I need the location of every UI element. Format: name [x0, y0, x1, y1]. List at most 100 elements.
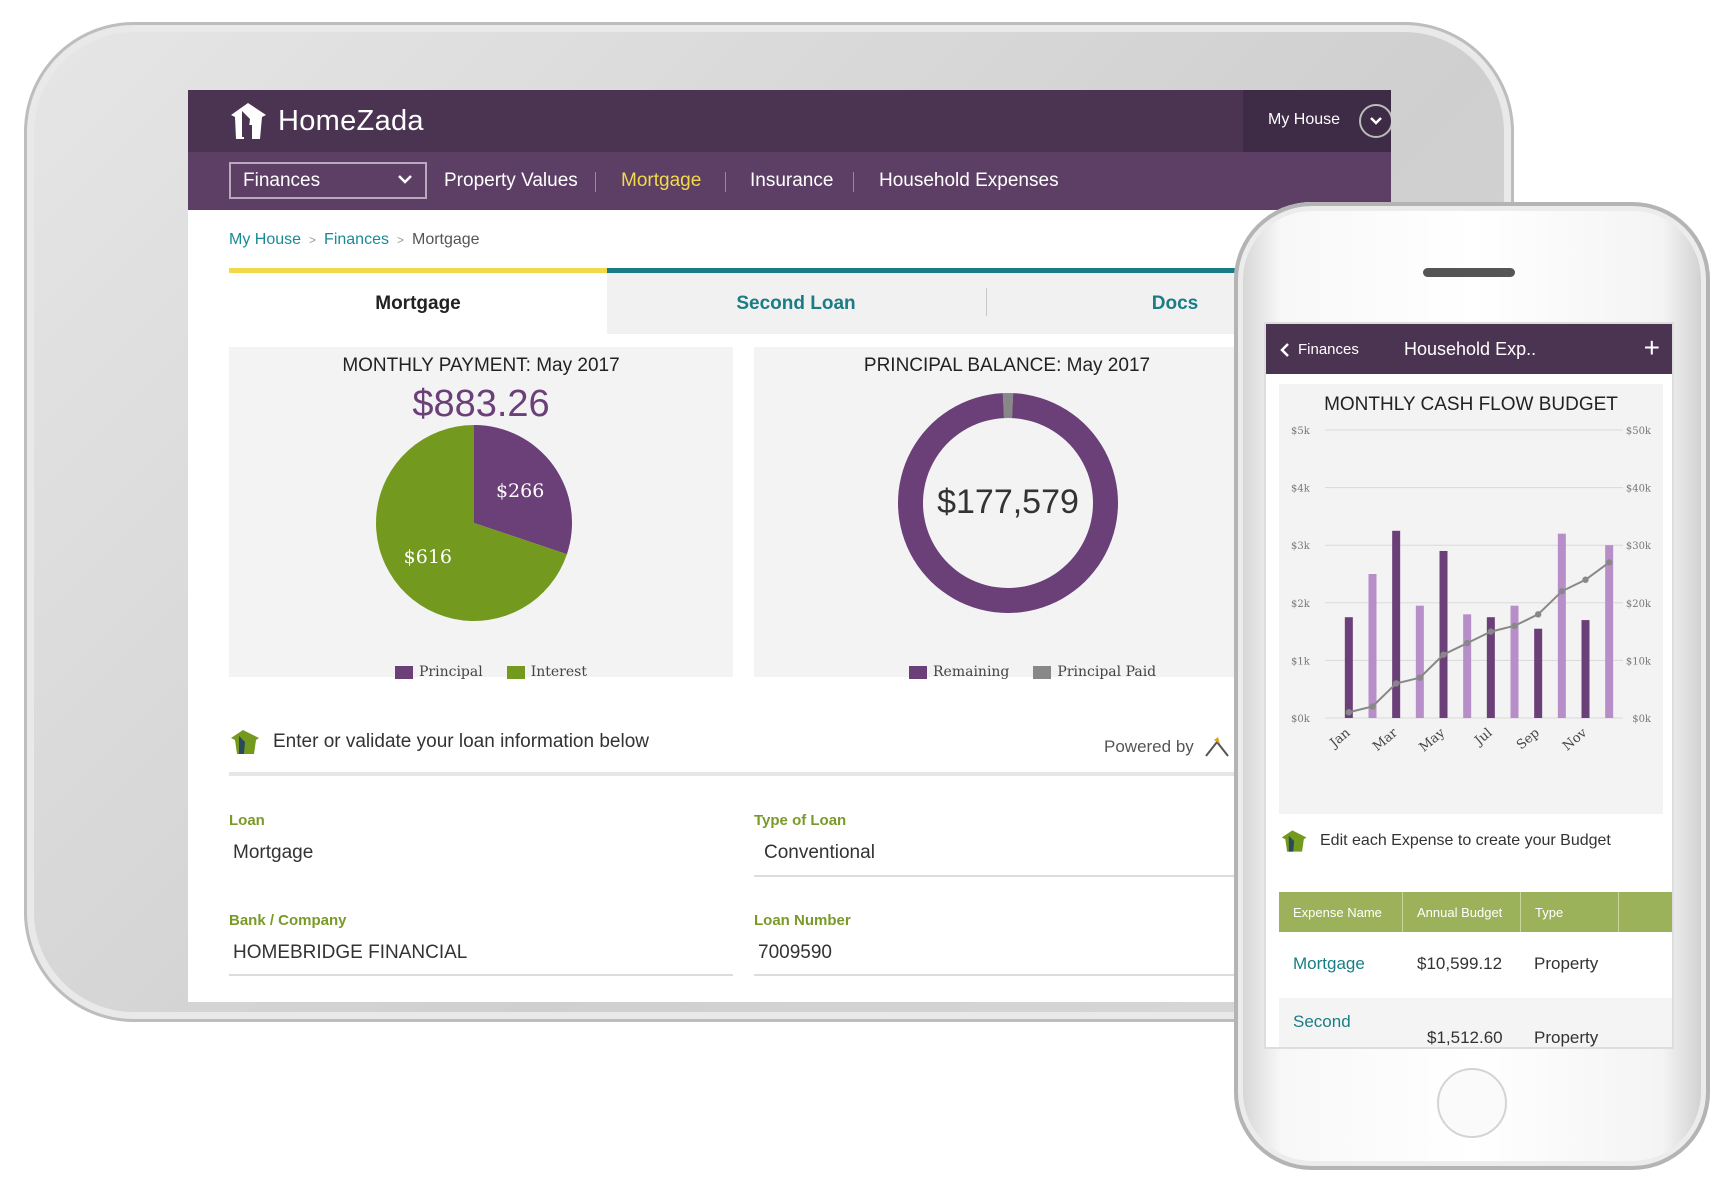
bank-company-label: Bank / Company	[229, 912, 347, 929]
breadcrumb-home[interactable]: My House	[229, 231, 302, 248]
bar-sep[interactable]	[1534, 628, 1543, 718]
legend-swatch-interest	[506, 665, 525, 679]
breadcrumb-separator: >	[309, 233, 317, 247]
x-tick-label: Nov	[1560, 725, 1590, 754]
house-switch-label: My House	[1268, 111, 1341, 128]
cash-flow-chart-card: MONTHLY CASH FLOW BUDGET $0k $0k $1k $10k $2…	[1279, 384, 1663, 814]
line-point[interactable]	[1463, 639, 1471, 647]
breadcrumb-finances[interactable]: Finances	[324, 231, 389, 248]
bar-jul[interactable]	[1486, 617, 1495, 718]
type-of-loan-field[interactable]: Conventional	[764, 842, 875, 863]
add-expense-button[interactable]: +	[1643, 332, 1660, 363]
legend-principal: Principal	[419, 664, 483, 680]
breadcrumb: My House > Finances > Mortgage	[229, 231, 480, 249]
bar-mar[interactable]	[1392, 530, 1401, 718]
principal-balance-card: PRINCIPAL BALANCE: May 2017 $177,579 Rem…	[754, 347, 1274, 680]
loan-hint: Enter or validate your loan information …	[229, 728, 649, 756]
col-expense-name[interactable]: Expense Name	[1279, 892, 1403, 932]
y-left-tick: $3k	[1291, 541, 1311, 552]
back-button[interactable]: Finances	[1280, 341, 1359, 358]
monthly-legend: Principal Interest	[395, 664, 587, 680]
y-left-tick: $2k	[1291, 599, 1311, 610]
nav-divider	[595, 172, 596, 192]
bar-feb[interactable]	[1368, 574, 1377, 718]
nav-household-expenses[interactable]: Household Expenses	[879, 170, 1059, 191]
nav-insurance[interactable]: Insurance	[750, 170, 834, 191]
col-type[interactable]: Type	[1521, 892, 1619, 932]
cumulative-line	[1348, 561, 1610, 714]
expense-name-link[interactable]: Second	[1293, 1012, 1351, 1031]
nav-divider	[725, 172, 726, 192]
loan-field[interactable]: Mortgage	[233, 842, 314, 863]
table-row[interactable]: Second $1,512.60 Property	[1279, 998, 1672, 1047]
expense-name-link[interactable]: Mortgage	[1293, 954, 1365, 973]
loan-number-field[interactable]: 7009590	[758, 942, 832, 963]
bar-may[interactable]	[1439, 550, 1448, 718]
x-tick-label: May	[1417, 725, 1449, 755]
legend-principal-paid: Principal Paid	[1057, 664, 1157, 680]
field-underline	[229, 974, 733, 976]
phone-screen: Finances Household Exp.. + MONTHLY CASH …	[1264, 322, 1674, 1049]
line-point[interactable]	[1582, 576, 1589, 583]
section-nav: Finances Property Values Mortgage Insura…	[188, 152, 1391, 210]
donut-segment-principal-paid[interactable]	[1002, 393, 1014, 419]
bar-aug[interactable]	[1510, 605, 1519, 718]
x-tick-label: Jan	[1326, 725, 1354, 752]
brand-name: HomeZada	[278, 104, 424, 137]
section-divider	[229, 772, 1259, 776]
bank-company-field[interactable]: HOMEBRIDGE FINANCIAL	[233, 942, 468, 963]
back-label: Finances	[1298, 341, 1359, 358]
chevron-down-icon	[398, 175, 412, 184]
line-point[interactable]	[1605, 559, 1613, 566]
balance-legend: Remaining Principal Paid	[909, 664, 1156, 680]
monthly-payment-title: MONTHLY PAYMENT: May 2017	[342, 355, 620, 376]
line-point[interactable]	[1487, 628, 1495, 635]
line-point[interactable]	[1392, 680, 1400, 687]
principal-balance-donut: $177,579	[898, 393, 1118, 613]
col-annual-budget[interactable]: Annual Budget	[1403, 892, 1521, 932]
bar-dec[interactable]	[1605, 545, 1614, 718]
legend-interest: Interest	[530, 664, 587, 680]
pie-slice-principal[interactable]	[474, 425, 572, 555]
loan-label: Loan	[229, 812, 265, 829]
monthly-payment-amount: $883.26	[412, 383, 550, 425]
tab-second-loan[interactable]: Second Loan	[607, 268, 985, 334]
breadcrumb-current: Mortgage	[411, 231, 480, 248]
bar-jun[interactable]	[1463, 614, 1472, 718]
line-point[interactable]	[1416, 674, 1424, 681]
col-actions	[1619, 892, 1672, 932]
y-right-tick: $30k	[1626, 541, 1652, 552]
brand-logo[interactable]: HomeZada	[228, 100, 424, 142]
expense-type: Property	[1534, 1028, 1599, 1047]
bar-apr[interactable]	[1415, 605, 1424, 718]
expense-type: Property	[1534, 954, 1599, 973]
house-switcher[interactable]: My House	[1243, 90, 1391, 152]
powered-by-label: Powered by	[1104, 737, 1194, 756]
home-button[interactable]	[1437, 1068, 1507, 1138]
cash-flow-chart: $0k $0k $1k $10k $2k $20k $3k $30k $4k $40k $5k $50…	[1291, 426, 1652, 755]
bar-oct[interactable]	[1557, 533, 1566, 718]
line-point[interactable]	[1534, 611, 1542, 618]
pie-slice-interest[interactable]	[376, 425, 567, 621]
loan-hint-text: Enter or validate your loan information …	[273, 731, 649, 752]
nav-property-values[interactable]: Property Values	[444, 170, 578, 191]
budget-hint: Edit each Expense to create your Budget	[1280, 828, 1611, 854]
tab-mortgage[interactable]: Mortgage	[229, 268, 607, 334]
y-left-tick: $4k	[1291, 484, 1311, 495]
line-point[interactable]	[1558, 588, 1566, 595]
chevron-down-icon[interactable]	[1359, 104, 1391, 138]
line-point[interactable]	[1440, 651, 1447, 658]
pie-slice-label: $616	[404, 546, 452, 568]
section-select[interactable]: Finances	[229, 162, 427, 199]
table-row[interactable]: Mortgage $10,599.12 Property	[1279, 932, 1672, 998]
house-logo-icon	[231, 103, 266, 139]
loan-tabs: Mortgage Second Loan Docs	[229, 268, 1365, 334]
line-point[interactable]	[1511, 622, 1518, 630]
legend-swatch-remaining	[909, 665, 927, 679]
bar-jan[interactable]	[1344, 617, 1353, 718]
y-left-tick: $0k	[1291, 714, 1311, 725]
nav-mortgage[interactable]: Mortgage	[621, 170, 702, 191]
line-point[interactable]	[1369, 703, 1376, 710]
line-point[interactable]	[1345, 709, 1353, 716]
bar-nov[interactable]	[1581, 620, 1590, 718]
